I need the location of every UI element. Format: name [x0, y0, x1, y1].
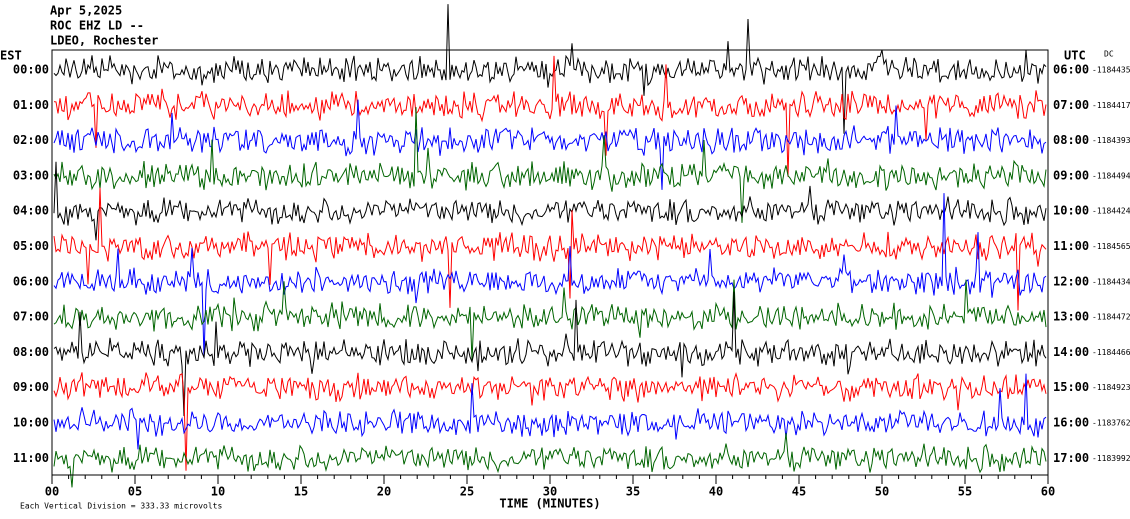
trace	[53, 161, 1047, 241]
x-tick-label: 10	[211, 485, 225, 499]
left-time-label: 03:00	[13, 168, 49, 182]
dc-offset: -1184494	[1092, 171, 1130, 180]
trace	[53, 371, 1047, 471]
right-time-label: 08:00	[1053, 133, 1089, 147]
dc-title: DC	[1104, 50, 1114, 59]
x-tick-label: 50	[875, 485, 889, 499]
right-time-label: 17:00	[1053, 451, 1089, 465]
trace	[53, 193, 1047, 358]
traces	[53, 4, 1047, 488]
plot-frame	[51, 49, 1049, 476]
trace	[53, 99, 1047, 190]
x-tick-label: 00	[45, 485, 59, 499]
left-time-label: 01:00	[13, 98, 49, 112]
right-title: UTC	[1064, 49, 1086, 63]
dc-offset: -1184417	[1092, 101, 1130, 110]
x-tick-label: 15	[294, 485, 308, 499]
left-time-label: 09:00	[13, 380, 49, 394]
left-time-label: 04:00	[13, 204, 49, 218]
x-tick-label: 35	[626, 485, 640, 499]
trace	[53, 55, 1047, 177]
header-date: Apr 5,2025	[50, 4, 122, 18]
right-time-label: 12:00	[1053, 274, 1089, 288]
dc-offset: -1184434	[1092, 277, 1130, 286]
x-tick-label: 25	[460, 485, 474, 499]
x-tick-label: 40	[709, 485, 723, 499]
right-time-label: 16:00	[1053, 416, 1089, 430]
trace	[53, 432, 1047, 488]
trace	[53, 4, 1047, 134]
dc-offset: -1183992	[1092, 454, 1130, 463]
header-station: ROC EHZ LD --	[50, 19, 144, 33]
left-time-label: 10:00	[13, 416, 49, 430]
x-tick-label: 55	[958, 485, 972, 499]
trace	[53, 291, 1047, 417]
dc-offset: -1184472	[1092, 313, 1130, 322]
x-tick-label: 05	[128, 485, 142, 499]
dc-offset: -1184424	[1092, 207, 1130, 216]
left-time-label: 02:00	[13, 133, 49, 147]
trace	[53, 279, 1047, 361]
dc-offset: -1184393	[1092, 136, 1130, 145]
footer: Each Vertical Division = 333.33 microvol…	[20, 502, 222, 511]
dc-offset: -1184435	[1092, 66, 1130, 75]
right-time-label: 15:00	[1053, 380, 1089, 394]
right-time-label: 11:00	[1053, 239, 1089, 253]
trace	[53, 107, 1047, 223]
trace	[53, 373, 1047, 450]
right-time-label: 13:00	[1053, 310, 1089, 324]
dc-offset: -1184923	[1092, 383, 1130, 392]
left-time-label: 11:00	[13, 451, 49, 465]
dc-offset: -1184565	[1092, 242, 1130, 251]
right-time-label: 06:00	[1053, 63, 1089, 77]
trace	[53, 187, 1047, 311]
left-time-label: 07:00	[13, 310, 49, 324]
header-network: LDEO, Rochester	[50, 34, 158, 48]
x-tick-label: 30	[543, 485, 557, 499]
left-time-label: 00:00	[13, 63, 49, 77]
dc-offset: -1184466	[1092, 348, 1130, 357]
left-time-label: 08:00	[13, 345, 49, 359]
x-tick-label: 45	[792, 485, 806, 499]
dc-offset: -1183762	[1092, 419, 1130, 428]
right-time-label: 09:00	[1053, 168, 1089, 182]
right-time-label: 14:00	[1053, 345, 1089, 359]
x-tick-label: 20	[377, 485, 391, 499]
x-tick-label: 60	[1041, 485, 1055, 499]
left-time-label: 06:00	[13, 274, 49, 288]
left-title: EST	[0, 49, 22, 63]
right-time-label: 10:00	[1053, 204, 1089, 218]
left-time-label: 05:00	[13, 239, 49, 253]
x-axis-title: TIME (MINUTES)	[499, 497, 600, 511]
right-time-label: 07:00	[1053, 98, 1089, 112]
